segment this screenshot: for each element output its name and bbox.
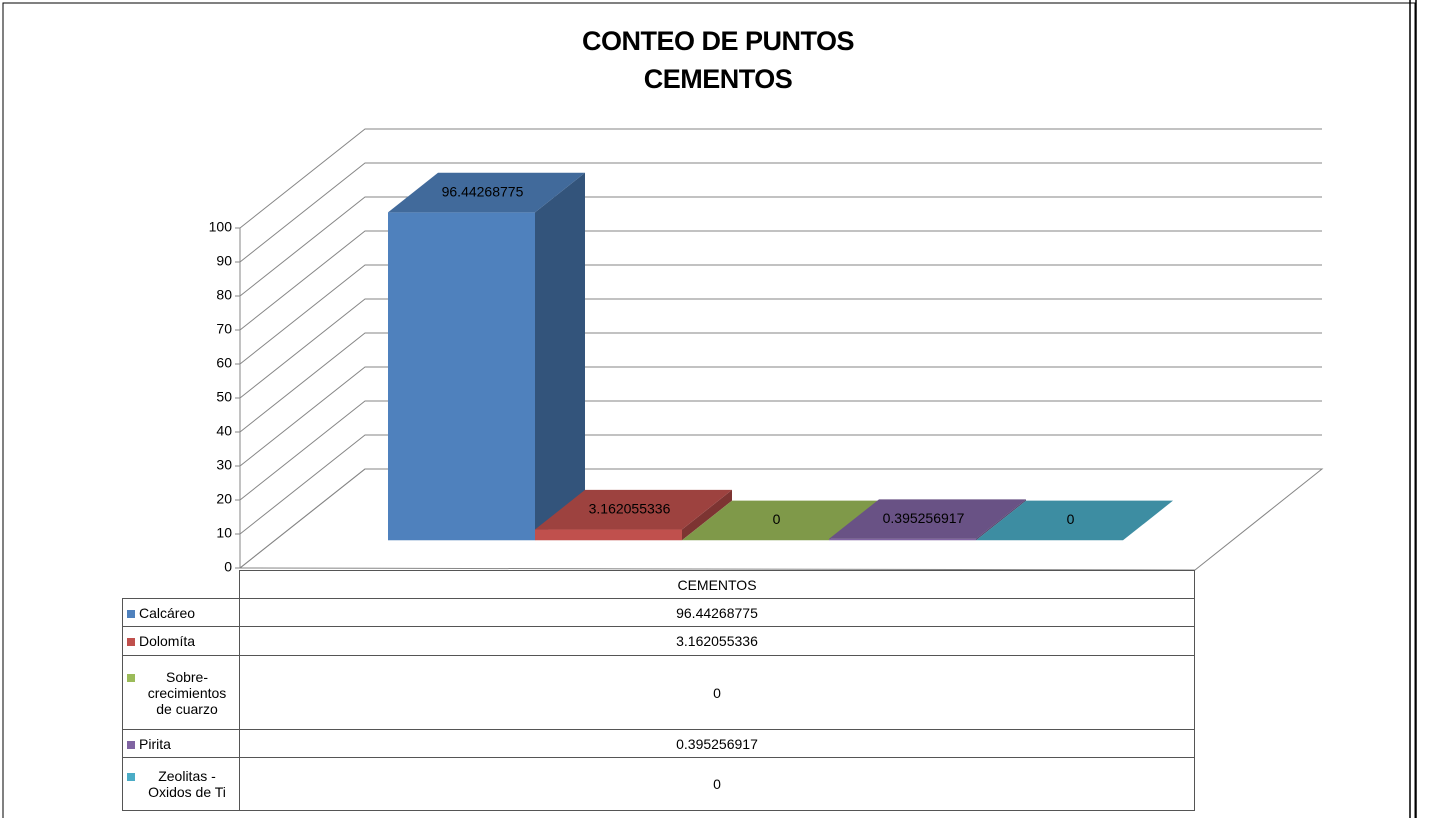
legend-key	[127, 638, 135, 646]
chart-title: CONTEO DE PUNTOS CEMENTOS	[581, 26, 855, 94]
y-tick-label: 20	[216, 491, 232, 507]
y-tick-label: 90	[216, 253, 232, 269]
legend-cell: Calcáreo	[122, 598, 240, 627]
grid-line	[239, 434, 1322, 535]
legend-label: Zeolitas - Oxidos de Ti	[148, 768, 226, 800]
table-header: CEMENTOS	[123, 570, 1195, 599]
table-row: Pirita 0.395256917	[122, 729, 1195, 758]
data-label: 96.44268775	[442, 183, 524, 199]
y-tick-label: 40	[216, 423, 232, 439]
data-table: CEMENTOS Calcáreo 96.44268775 Dolomíta 3.16…	[122, 570, 1195, 811]
data-label: 0	[1067, 511, 1075, 527]
bar-side	[682, 489, 732, 541]
bar-front	[388, 212, 535, 541]
grid-line	[239, 366, 1322, 467]
data-label: 0	[773, 511, 781, 527]
grid-line	[239, 468, 1322, 569]
y-tick-label: 70	[216, 321, 232, 337]
table-value: 3.162055336	[239, 626, 1195, 656]
bar-top	[388, 172, 585, 213]
legend-label: Calcáreo	[139, 604, 196, 621]
legend-cell: Pirita	[122, 729, 240, 758]
legend-label: Sobre-crecimientos de cuarzo	[147, 668, 227, 717]
y-tick-label: 30	[216, 457, 232, 473]
legend-key	[127, 609, 135, 618]
bar-top	[535, 489, 732, 530]
legend-key	[127, 773, 135, 781]
table-row: Dolomíta 3.162055336	[122, 626, 1195, 656]
grid-line	[239, 332, 1322, 433]
data-label: 0.395256917	[883, 510, 965, 526]
legend-cell: Zeolitas - Oxidos de Ti	[122, 757, 240, 811]
grid-line	[239, 196, 1322, 297]
grid-line	[239, 162, 1322, 263]
y-tick-label: 50	[216, 389, 232, 405]
category-label: CEMENTOS	[239, 570, 1195, 599]
table-row: Zeolitas - Oxidos de Ti 0	[122, 757, 1195, 811]
table-value: 0.395256917	[239, 729, 1195, 758]
grid-line	[239, 128, 1322, 229]
bar-top	[682, 500, 879, 541]
data-label: 3.162055336	[589, 500, 671, 516]
legend-label: Dolomíta	[139, 633, 196, 649]
table-value: 96.44268775	[239, 598, 1195, 627]
bar-top	[976, 500, 1173, 541]
legend-key	[127, 740, 135, 749]
y-tick-label: 10	[216, 525, 232, 541]
grid-line	[239, 400, 1322, 501]
grid-line	[239, 298, 1322, 399]
y-tick-label: 60	[216, 355, 232, 371]
y-tick-label: 80	[216, 287, 232, 303]
legend-label: Pirita	[139, 735, 171, 752]
y-tick-label: 100	[209, 219, 233, 235]
bar-side	[535, 172, 585, 541]
legend-key	[127, 673, 135, 682]
bar-front	[535, 529, 682, 541]
bar-side	[976, 499, 1026, 541]
grid-line	[239, 264, 1322, 365]
table-row: Sobre-crecimientos de cuarzo 0	[122, 655, 1195, 730]
y-tick-label: 0	[224, 559, 232, 575]
table-value: 0	[239, 655, 1195, 730]
table-value: 0	[239, 757, 1195, 811]
bar-front	[829, 538, 976, 541]
grid-line	[239, 230, 1322, 331]
legend-cell: Dolomíta	[122, 626, 240, 656]
legend-cell: Sobre-crecimientos de cuarzo	[122, 655, 240, 730]
bar-top	[829, 499, 1026, 539]
table-row: Calcáreo 96.44268775	[122, 598, 1195, 627]
